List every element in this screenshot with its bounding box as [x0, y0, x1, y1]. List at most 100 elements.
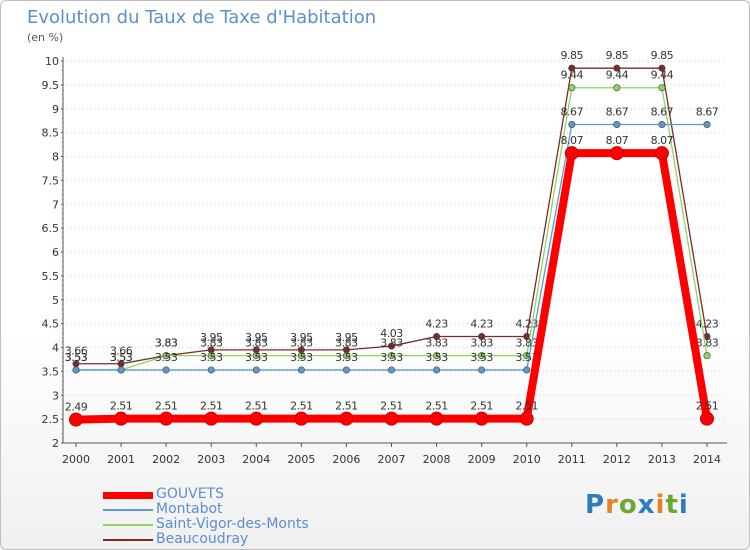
x-tick-label: 2010: [513, 453, 541, 466]
data-label: 3.83: [425, 337, 448, 350]
y-tick-label: 7: [52, 198, 59, 211]
data-label: 3.53: [110, 351, 133, 364]
data-label: 8.67: [651, 106, 674, 119]
y-tick-label: 8: [52, 151, 59, 164]
y-tick-label: 6: [52, 246, 59, 259]
x-tick-label: 2012: [603, 453, 631, 466]
data-point: [204, 411, 219, 426]
data-label: 3.95: [200, 331, 223, 344]
y-tick-label: 9: [52, 103, 59, 116]
data-label: 3.53: [290, 351, 313, 364]
x-tick-label: 2003: [197, 453, 225, 466]
data-label: 9.85: [606, 49, 629, 62]
data-label: 2.51: [425, 400, 448, 413]
data-label: 3.83: [470, 337, 493, 350]
data-point: [114, 411, 129, 426]
data-label: 9.85: [651, 49, 674, 62]
data-point: [339, 411, 354, 426]
x-tick-label: 2001: [107, 453, 135, 466]
data-label: 8.67: [696, 106, 719, 119]
data-label: 3.83: [290, 337, 313, 350]
data-label: 3.83: [515, 337, 538, 350]
data-label: 3.53: [65, 351, 88, 364]
data-point: [478, 333, 486, 341]
data-label: 2.49: [65, 401, 88, 414]
data-point: [433, 366, 441, 374]
x-tick-label: 2000: [62, 453, 90, 466]
legend-label: Saint-Vigor-des-Monts: [156, 516, 309, 532]
data-point: [568, 121, 576, 129]
legend-swatch: [103, 492, 153, 499]
data-label: 3.53: [110, 351, 133, 364]
data-label: 3.66: [65, 345, 88, 358]
x-tick-label: 2009: [468, 453, 496, 466]
data-label: 2.51: [380, 400, 403, 413]
y-tick-label: 7.5: [42, 174, 60, 187]
y-tick-label: 4.5: [42, 318, 60, 331]
x-tick-label: 2011: [558, 453, 586, 466]
data-label: 3.95: [335, 331, 358, 344]
x-tick-label: 2008: [423, 453, 451, 466]
y-tick-label: 3.5: [42, 365, 60, 378]
data-point: [568, 84, 576, 92]
data-point: [658, 84, 666, 92]
y-tick-label: 6.5: [42, 222, 60, 235]
data-point: [613, 64, 621, 72]
data-label: 3.95: [245, 331, 268, 344]
data-point: [519, 411, 534, 426]
data-label: 3.53: [155, 351, 178, 364]
legend-label: GOUVETS: [156, 486, 224, 502]
data-label: 4.23: [696, 318, 719, 331]
data-point: [117, 366, 125, 374]
data-point: [297, 352, 305, 360]
data-label: 3.83: [696, 337, 719, 350]
data-label: 8.67: [606, 106, 629, 119]
data-label: 2.51: [155, 400, 178, 413]
data-point: [654, 146, 669, 161]
legend-swatch: [103, 509, 153, 511]
legend-label: Montabot: [156, 501, 223, 517]
series-line-gouvets: [75, 149, 711, 424]
data-label: 3.53: [335, 351, 358, 364]
y-tick-label: 2.5: [42, 413, 60, 426]
y-tick-label: 9.5: [42, 79, 60, 92]
data-point: [72, 366, 80, 374]
data-label: 8.07: [606, 134, 629, 147]
data-point: [564, 146, 579, 161]
y-tick-label: 5: [52, 294, 59, 307]
data-label: 3.66: [110, 345, 133, 358]
data-label: 2.51: [335, 400, 358, 413]
data-point: [609, 146, 624, 161]
data-label: 8.07: [561, 134, 584, 147]
data-label: 2.51: [245, 400, 268, 413]
data-label: 3.83: [200, 337, 223, 350]
data-point: [474, 411, 489, 426]
data-label: 3.83: [380, 337, 403, 350]
data-point: [433, 352, 441, 360]
data-point: [252, 366, 260, 374]
data-label: 3.83: [335, 337, 358, 350]
data-point: [207, 366, 215, 374]
data-label: 2.51: [200, 400, 223, 413]
data-point: [700, 411, 714, 426]
data-point: [703, 121, 711, 129]
data-label: 3.53: [425, 351, 448, 364]
y-tick-label: 2: [52, 437, 59, 450]
chart-subtitle: (en %): [27, 31, 64, 44]
data-label: 3.53: [380, 351, 403, 364]
legend-label: Beaucoudray: [156, 531, 249, 547]
data-label: 2.51: [696, 400, 719, 413]
legend-swatch: [103, 539, 153, 541]
data-label: 9.44: [561, 69, 584, 82]
data-point: [159, 411, 174, 426]
data-label: 9.85: [561, 49, 584, 62]
data-point: [69, 412, 83, 427]
data-label: 2.51: [515, 400, 538, 413]
data-point: [658, 64, 666, 72]
proxiti-logo: Proxiti: [585, 490, 689, 520]
data-point: [162, 366, 170, 374]
x-tick-label: 2004: [242, 453, 270, 466]
y-tick-label: 3: [52, 389, 59, 402]
data-point: [297, 366, 305, 374]
data-point: [613, 84, 621, 92]
